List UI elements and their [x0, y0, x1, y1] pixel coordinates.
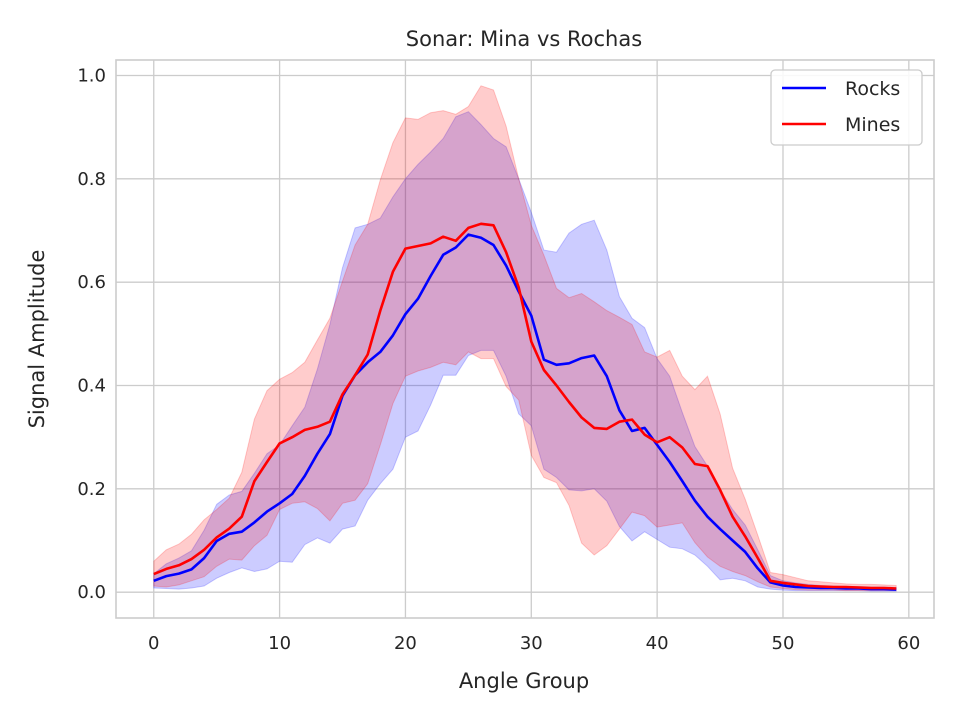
plot-frame	[115, 59, 935, 619]
y-tick-label: 0.0	[77, 582, 106, 603]
y-tick-label: 1.0	[77, 66, 106, 87]
rocks-line	[153, 233, 897, 591]
y-tick-label: 0.6	[77, 272, 106, 293]
x-tick-label: 10	[268, 633, 291, 654]
y-tick-label: 0.4	[77, 376, 106, 397]
x-tick-label: 60	[897, 633, 920, 654]
y-tick-label: 0.8	[77, 169, 106, 190]
x-tick-label: 30	[520, 633, 543, 654]
x-tick-label: 40	[646, 633, 669, 654]
rocks-band	[153, 111, 897, 592]
x-tick-label: 0	[148, 633, 159, 654]
x-axis-label: Angle Group	[459, 669, 589, 693]
confidence-bands	[153, 85, 897, 592]
legend-label-mines: Mines	[845, 114, 900, 136]
chart-title: Sonar: Mina vs Rochas	[406, 27, 642, 51]
y-axis-ticks: 0.0 0.2 0.4 0.6 0.8 1.0	[77, 66, 106, 604]
legend-label-rocks: Rocks	[845, 78, 900, 100]
series-lines	[153, 222, 897, 591]
mines-line	[153, 222, 897, 590]
y-axis-label: Signal Amplitude	[25, 250, 49, 429]
mines-band	[153, 85, 897, 592]
x-tick-label: 20	[394, 633, 417, 654]
y-tick-label: 0.2	[77, 479, 106, 500]
x-axis-ticks: 0 10 20 30 40 50 60	[148, 633, 920, 654]
x-tick-label: 50	[772, 633, 795, 654]
legend: Rocks Mines	[770, 69, 923, 146]
